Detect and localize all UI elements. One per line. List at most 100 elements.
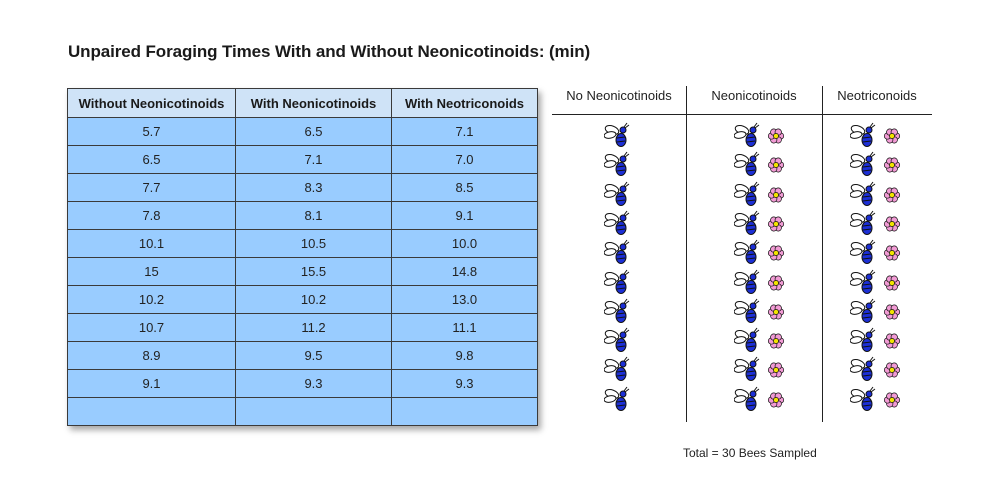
flower-icon [883, 332, 901, 355]
table-cell: 8.9 [67, 341, 236, 370]
bee-icon [603, 151, 630, 182]
flower-icon [883, 127, 901, 150]
bee-icon [603, 181, 630, 212]
table-row [67, 397, 538, 426]
bee-icon [733, 151, 760, 182]
table-cell [67, 397, 236, 426]
bee-icon [849, 327, 876, 358]
table-row: 15 15.5 14.8 [67, 257, 538, 286]
bee-icon [849, 239, 876, 270]
bee-icon [603, 327, 630, 358]
flower-icon [883, 391, 901, 414]
table-cell: 8.5 [391, 173, 538, 202]
table-cell: 10.2 [67, 285, 236, 314]
table-cell: 9.8 [391, 341, 538, 370]
table-cell [235, 397, 392, 426]
table-cell: 10.1 [67, 229, 236, 258]
flower-icon [883, 361, 901, 384]
table-row: 6.5 7.1 7.0 [67, 145, 538, 174]
page-title: Unpaired Foraging Times With and Without… [68, 42, 591, 61]
flower-icon [767, 274, 785, 297]
flower-icon [767, 215, 785, 238]
flower-icon [767, 391, 785, 414]
table-row: 7.8 8.1 9.1 [67, 201, 538, 230]
table-cell: 9.1 [391, 201, 538, 230]
flower-icon [883, 186, 901, 209]
bee-icon [733, 269, 760, 300]
table-cell: 10.7 [67, 313, 236, 342]
flower-icon [767, 332, 785, 355]
table-cell: 6.5 [235, 117, 392, 146]
bee-icon [603, 239, 630, 270]
table-row: 10.7 11.2 11.1 [67, 313, 538, 342]
table-cell: 15 [67, 257, 236, 286]
header-with-neotriconoids: With Neotriconoids [391, 88, 538, 118]
table-cell: 9.5 [235, 341, 392, 370]
bee-icon [603, 269, 630, 300]
bee-icon [733, 239, 760, 270]
bee-icon [849, 386, 876, 417]
table-cell: 11.2 [235, 313, 392, 342]
table-row: 10.1 10.5 10.0 [67, 229, 538, 258]
table-cell: 9.1 [67, 369, 236, 398]
table-cell: 14.8 [391, 257, 538, 286]
table-row: 7.7 8.3 8.5 [67, 173, 538, 202]
bee-icon [733, 210, 760, 241]
flower-icon [767, 156, 785, 179]
table-cell: 8.3 [235, 173, 392, 202]
flower-icon [883, 274, 901, 297]
bee-icon [603, 356, 630, 387]
pictograph-column-divider [686, 86, 687, 422]
table-cell: 10.5 [235, 229, 392, 258]
bee-icon [603, 386, 630, 417]
bee-pictograph: No Neonicotinoids Neonicotinoids Neotric… [552, 86, 932, 426]
flower-icon [883, 303, 901, 326]
pictograph-header-neotriconoids: Neotriconoids [837, 88, 917, 103]
table-cell: 9.3 [391, 369, 538, 398]
table-cell: 7.1 [391, 117, 538, 146]
bee-icon [733, 122, 760, 153]
table-row: 9.1 9.3 9.3 [67, 369, 538, 398]
bee-icon [849, 210, 876, 241]
table-cell: 7.7 [67, 173, 236, 202]
table-cell: 15.5 [235, 257, 392, 286]
bee-icon [849, 181, 876, 212]
table-cell: 10.0 [391, 229, 538, 258]
bee-icon [733, 298, 760, 329]
table-cell: 9.3 [235, 369, 392, 398]
bee-icon [849, 356, 876, 387]
table-cell: 5.7 [67, 117, 236, 146]
foraging-times-table: Without Neonicotinoids With Neonicotinoi… [67, 88, 538, 426]
flower-icon [767, 127, 785, 150]
table-cell: 7.1 [235, 145, 392, 174]
flower-icon [767, 244, 785, 267]
bee-icon [733, 181, 760, 212]
bee-icon [849, 269, 876, 300]
table-cell: 8.1 [235, 201, 392, 230]
pictograph-header-no-neonicotinoids: No Neonicotinoids [566, 88, 672, 103]
total-sampled-note: Total = 30 Bees Sampled [683, 446, 817, 460]
bee-icon [849, 122, 876, 153]
pictograph-column-divider [822, 86, 823, 422]
flower-icon [883, 156, 901, 179]
table-cell: 6.5 [67, 145, 236, 174]
bee-icon [603, 210, 630, 241]
bee-icon [733, 327, 760, 358]
header-without-neonicotinoids: Without Neonicotinoids [67, 88, 236, 118]
flower-icon [767, 361, 785, 384]
pictograph-header-divider [552, 114, 932, 115]
table-row: 10.2 10.2 13.0 [67, 285, 538, 314]
header-with-neonicotinoids: With Neonicotinoids [235, 88, 392, 118]
table-cell: 10.2 [235, 285, 392, 314]
table-cell [391, 397, 538, 426]
table-cell: 13.0 [391, 285, 538, 314]
bee-icon [733, 356, 760, 387]
flower-icon [767, 303, 785, 326]
table-cell: 11.1 [391, 313, 538, 342]
table-cell: 7.0 [391, 145, 538, 174]
table-row: 5.7 6.5 7.1 [67, 117, 538, 146]
bee-icon [603, 298, 630, 329]
flower-icon [767, 186, 785, 209]
bee-icon [603, 122, 630, 153]
bee-icon [733, 386, 760, 417]
